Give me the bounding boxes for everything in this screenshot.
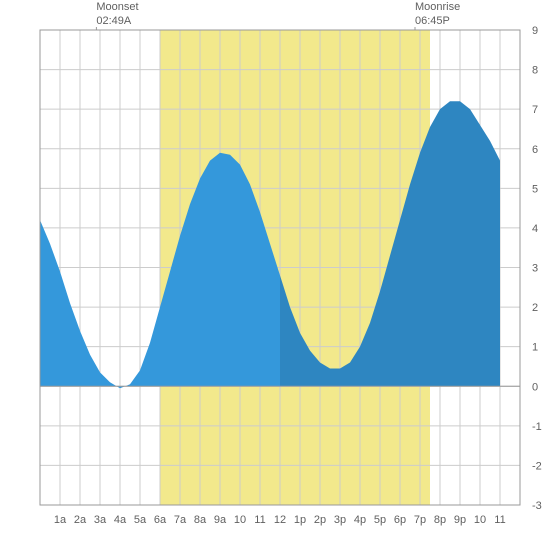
- svg-text:-1: -1: [532, 421, 542, 433]
- svg-text:0: 0: [532, 381, 538, 393]
- moonrise-time: 06:45P: [415, 15, 450, 27]
- svg-text:4a: 4a: [114, 514, 127, 526]
- svg-text:1: 1: [532, 342, 538, 354]
- svg-text:12: 12: [274, 514, 286, 526]
- svg-text:8: 8: [532, 65, 538, 77]
- svg-text:1a: 1a: [54, 514, 67, 526]
- svg-text:5p: 5p: [374, 514, 386, 526]
- svg-text:2: 2: [532, 302, 538, 314]
- svg-text:7p: 7p: [414, 514, 426, 526]
- svg-text:11: 11: [254, 514, 265, 526]
- svg-text:11: 11: [494, 514, 505, 526]
- chart-svg: 1a2a3a4a5a6a7a8a9a1011121p2p3p4p5p6p7p8p…: [0, 0, 550, 550]
- svg-text:9p: 9p: [454, 514, 466, 526]
- svg-text:10: 10: [234, 514, 246, 526]
- svg-text:-2: -2: [532, 460, 542, 472]
- svg-text:8p: 8p: [434, 514, 446, 526]
- moonset-label: Moonset 02:49A: [96, 0, 138, 29]
- moonset-time: 02:49A: [96, 15, 131, 27]
- svg-text:5: 5: [532, 183, 538, 195]
- svg-text:9a: 9a: [214, 514, 227, 526]
- svg-text:3a: 3a: [94, 514, 107, 526]
- moonrise-title: Moonrise: [415, 1, 460, 13]
- svg-text:8a: 8a: [194, 514, 207, 526]
- svg-text:4: 4: [532, 223, 538, 235]
- svg-text:-3: -3: [532, 500, 542, 512]
- svg-text:10: 10: [474, 514, 486, 526]
- svg-text:7: 7: [532, 104, 538, 116]
- svg-text:2p: 2p: [314, 514, 326, 526]
- svg-text:9: 9: [532, 25, 538, 37]
- svg-text:3: 3: [532, 263, 538, 275]
- tide-chart: 1a2a3a4a5a6a7a8a9a1011121p2p3p4p5p6p7p8p…: [0, 0, 550, 550]
- svg-text:4p: 4p: [354, 514, 366, 526]
- svg-text:6a: 6a: [154, 514, 167, 526]
- svg-text:2a: 2a: [74, 514, 87, 526]
- svg-text:6: 6: [532, 144, 538, 156]
- svg-text:6p: 6p: [394, 514, 406, 526]
- svg-text:7a: 7a: [174, 514, 187, 526]
- moonset-title: Moonset: [96, 1, 138, 13]
- svg-text:3p: 3p: [334, 514, 346, 526]
- svg-text:5a: 5a: [134, 514, 147, 526]
- moonrise-label: Moonrise 06:45P: [415, 0, 460, 29]
- svg-text:1p: 1p: [294, 514, 306, 526]
